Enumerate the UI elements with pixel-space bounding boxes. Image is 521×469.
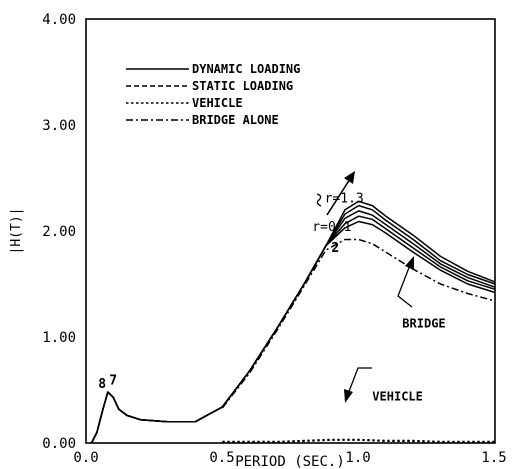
legend: DYNAMIC LOADING STATIC LOADING VEHICLE B… <box>126 62 300 127</box>
annotation-bridge: BRIDGE <box>402 317 445 331</box>
x-tick-label: 1.5 <box>481 450 506 466</box>
x-tick-label: 0.0 <box>73 450 98 466</box>
bridge-leader <box>397 264 413 308</box>
annotation-shapes <box>316 171 414 403</box>
y-axis-ticks: 0.00 1.00 2.00 3.00 4.00 <box>42 12 76 452</box>
series-layer <box>90 200 496 444</box>
x-axis-ticks: 0.0 0.5 1.0 1.5 <box>73 450 506 466</box>
annotation-vehicle: VEHICLE <box>372 390 423 404</box>
legend-label: STATIC LOADING <box>192 79 293 93</box>
x-axis-label: PERIOD (SEC.) <box>235 454 345 469</box>
y-tick-label: 3.00 <box>42 118 76 134</box>
series-line-dashdot-6 <box>221 238 496 409</box>
vehicle-leader-head <box>344 389 353 403</box>
annotation-mode-2: 2 <box>331 241 339 256</box>
y-tick-label: 2.00 <box>42 224 76 240</box>
increase-arrow-head <box>344 171 355 184</box>
legend-label: BRIDGE ALONE <box>192 113 279 127</box>
y-tick-label: 0.00 <box>42 436 76 452</box>
y-axis-label: |H(T)| <box>9 208 24 255</box>
legend-label: VEHICLE <box>192 96 243 110</box>
r-brace <box>316 193 322 207</box>
plot-frame <box>85 18 496 444</box>
increase-arrow-shaft <box>326 178 351 216</box>
legend-label: DYNAMIC LOADING <box>192 62 300 76</box>
x-tick-label: 0.5 <box>209 450 234 466</box>
annotation-r-high: r=1.3 <box>325 191 364 206</box>
series-line-solid-4 <box>90 220 496 444</box>
y-tick-label: 4.00 <box>42 12 76 28</box>
vehicle-leader <box>347 367 372 395</box>
y-tick-label: 1.00 <box>42 330 76 346</box>
x-tick-label: 1.0 <box>345 450 370 466</box>
series-line-dashed-5 <box>90 245 327 444</box>
bridge-leader-head <box>405 256 414 270</box>
annotation-r-low: r=0.1 <box>312 220 351 235</box>
annotation-mode-8: 8 <box>98 377 106 392</box>
annotation-texts: r=1.3 r=0.1 2 8 7 BRIDGE VEHICLE <box>98 191 445 403</box>
series-line-dotted-7 <box>222 438 495 443</box>
annotation-mode-7: 7 <box>109 374 117 389</box>
